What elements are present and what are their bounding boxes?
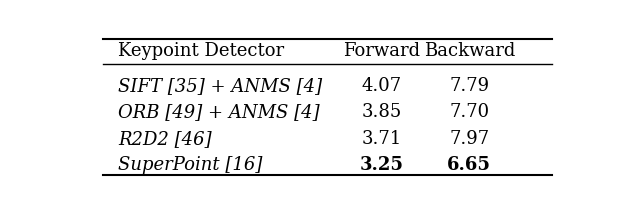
Text: ORB [49] + ANMS [4]: ORB [49] + ANMS [4] (118, 103, 319, 121)
Text: 6.65: 6.65 (447, 156, 491, 174)
Text: 3.25: 3.25 (360, 156, 403, 174)
Text: 7.70: 7.70 (449, 103, 490, 121)
Text: R2D2 [46]: R2D2 [46] (118, 130, 212, 148)
Text: SIFT [35] + ANMS [4]: SIFT [35] + ANMS [4] (118, 77, 322, 95)
Text: 4.07: 4.07 (362, 77, 401, 95)
Text: 3.85: 3.85 (362, 103, 401, 121)
Text: 3.71: 3.71 (362, 130, 401, 148)
Text: Backward: Backward (423, 42, 515, 60)
Text: Keypoint Detector: Keypoint Detector (118, 42, 284, 60)
Text: 7.97: 7.97 (449, 130, 490, 148)
Text: SuperPoint [16]: SuperPoint [16] (118, 156, 262, 174)
Text: 7.79: 7.79 (449, 77, 490, 95)
Text: Forward: Forward (343, 42, 420, 60)
